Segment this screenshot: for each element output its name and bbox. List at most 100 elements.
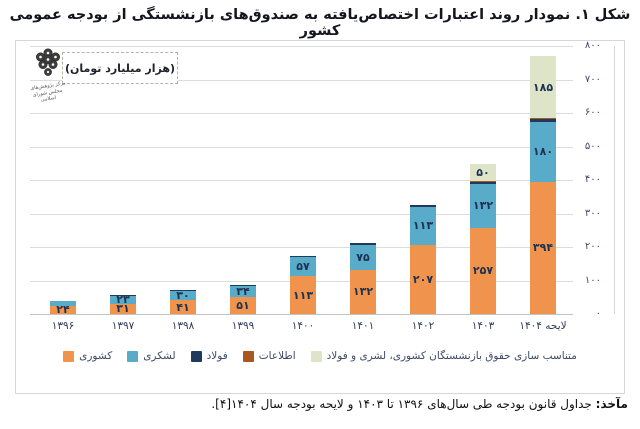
units-label-box: (هزار میلیارد تومان) bbox=[62, 52, 178, 84]
x-tick-label: ۱۳۹۹ bbox=[231, 320, 255, 332]
bar-segment bbox=[470, 181, 496, 184]
bar-segment: ۳۱ bbox=[110, 302, 136, 316]
gridline bbox=[30, 46, 573, 47]
legend-label: اطلاعات bbox=[258, 350, 296, 362]
bar-value-label: ۱۸۰ bbox=[532, 145, 554, 159]
units-label: (هزار میلیارد تومان) bbox=[64, 61, 176, 75]
gridline bbox=[30, 213, 573, 215]
plot-area: ۰ ۱۰۰ ۲۰۰ ۳۰۰ ۴۰۰ ۵۰۰ ۶۰۰ ۷۰۰ ۸۰۰ ۱۳۹۶ ۲۴ ۱۳۹۷ ۳۱ ۲۳ ۱… bbox=[16, 40, 624, 393]
legend-swatch bbox=[127, 350, 139, 362]
bar-value-label: ۵۷ bbox=[296, 260, 310, 274]
bar-value-label: ۲۵۷ bbox=[472, 264, 494, 278]
majlis-logo: مرکز پژوهش‌های مجلس شورای اسلامی bbox=[26, 48, 70, 106]
bar-value-label: ۱۱۳ bbox=[412, 219, 434, 233]
x-tick-label: ۱۳۹۷ bbox=[111, 320, 135, 332]
source-label: مآخذ: bbox=[595, 397, 628, 411]
bar-segment: ۲۴ bbox=[50, 303, 76, 317]
gridline bbox=[30, 180, 573, 181]
y-tick-label: ۸۰۰ bbox=[584, 40, 601, 51]
bar-segment: ۵۰ bbox=[470, 163, 496, 181]
bar-segment: ۳۹۴ bbox=[530, 182, 556, 314]
bar-segment bbox=[230, 284, 256, 286]
bar-segment bbox=[50, 300, 76, 306]
bar-value-label: ۳۱ bbox=[116, 302, 130, 316]
legend-swatch bbox=[242, 350, 254, 362]
y-tick-label: ۵۰۰ bbox=[584, 140, 601, 152]
bar-value-label: ۳۰ bbox=[176, 288, 190, 302]
bar-segment: ۱۳۲ bbox=[350, 269, 376, 314]
gridline bbox=[30, 79, 573, 81]
y-axis-line bbox=[614, 46, 615, 314]
y-tick-label: ۲۰۰ bbox=[584, 241, 601, 252]
bar-segment bbox=[290, 255, 316, 258]
gridline bbox=[30, 247, 573, 248]
legend-label: لشکری bbox=[143, 350, 176, 362]
legend-item: فولاد bbox=[190, 350, 228, 362]
bar-segment: ۱۳۲ bbox=[470, 183, 496, 228]
bar-value-label: ۲۴ bbox=[56, 303, 70, 317]
x-tick-label: ۱۴۰۰ bbox=[291, 320, 315, 332]
majlis-logo-icon bbox=[36, 48, 60, 76]
bar-value-label: ۵۰ bbox=[476, 165, 490, 179]
bar-value-label: ۵۱ bbox=[236, 298, 250, 312]
bar-segment: ۱۱۳ bbox=[410, 206, 436, 245]
bar-segment: ۲۵۷ bbox=[470, 227, 496, 314]
y-tick-label: ۳۰۰ bbox=[584, 207, 601, 219]
bar-value-label: ۳۴ bbox=[236, 284, 250, 298]
bar-segment bbox=[350, 242, 376, 245]
legend-swatch bbox=[190, 350, 202, 362]
x-tick-label: ۱۴۰۲ bbox=[411, 320, 435, 332]
bar-segment: ۴۱ bbox=[170, 300, 196, 314]
x-tick-label: ۱۴۰۳ bbox=[471, 320, 495, 332]
bar-segment bbox=[530, 118, 556, 120]
legend-swatch bbox=[310, 350, 322, 362]
gridline bbox=[30, 314, 573, 315]
bar-segment: ۱۱۳ bbox=[290, 276, 316, 314]
y-tick-label: ۷۰۰ bbox=[584, 73, 601, 85]
x-tick-label: ۱۳۹۶ bbox=[51, 320, 75, 332]
bar-value-label: ۲۳ bbox=[116, 293, 130, 307]
bar-segment bbox=[110, 295, 136, 296]
bar-segment: ۲۳ bbox=[110, 293, 136, 307]
bar-value-label: ۳۹۴ bbox=[532, 241, 554, 255]
y-tick-label: ۶۰۰ bbox=[584, 107, 601, 118]
bar-value-label: ۷۵ bbox=[356, 250, 370, 264]
bar-segment: ۱۸۰ bbox=[530, 121, 556, 182]
bar-value-label: ۱۳۲ bbox=[472, 199, 494, 213]
legend-item: کشوری bbox=[63, 350, 112, 362]
x-tick-label: ۱۴۰۱ bbox=[351, 320, 375, 332]
source-note: مآخذ: جداول قانون بودجه طی سال‌های ۱۳۹۶ … bbox=[211, 397, 628, 411]
bar-segment bbox=[170, 289, 196, 291]
legend-item: لشکری bbox=[127, 350, 176, 362]
legend-label: کشوری bbox=[79, 350, 113, 362]
figure-title: شکل ۱. نمودار روند اعتبارات اختصاص‌یافته… bbox=[9, 7, 631, 39]
x-tick-label: ۱۳۹۸ bbox=[171, 320, 195, 332]
bar-segment bbox=[410, 204, 436, 207]
bar-segment bbox=[470, 180, 496, 182]
source-text: جداول قانون بودجه طی سال‌های ۱۳۹۶ تا ۱۴۰… bbox=[211, 397, 596, 411]
bar-segment: ۵۷ bbox=[290, 257, 316, 277]
gridline bbox=[30, 113, 573, 114]
bar-value-label: ۱۱۳ bbox=[292, 288, 314, 302]
legend-item: اطلاعات bbox=[242, 350, 296, 362]
chart-legend: کشوری لشکری فولاد اطلاعات متناسب سازی حقوق ب… bbox=[16, 350, 624, 362]
bar-segment: ۲۰۷ bbox=[410, 244, 436, 314]
bar-value-label: ۲۰۷ bbox=[412, 272, 434, 286]
gridline bbox=[30, 146, 573, 148]
chart-area: ۰ ۱۰۰ ۲۰۰ ۳۰۰ ۴۰۰ ۵۰۰ ۶۰۰ ۷۰۰ ۸۰۰ ۱۳۹۶ ۲۴ ۱۳۹۷ ۳۱ ۲۳ ۱… bbox=[15, 40, 625, 394]
y-tick-label: ۰ bbox=[595, 308, 601, 319]
x-tick-label: لایحه ۱۴۰۴ bbox=[519, 320, 567, 332]
legend-label: متناسب سازی حقوق بازنشستگان کشوری، لشری … bbox=[326, 350, 577, 362]
legend-swatch bbox=[63, 350, 75, 362]
bar-segment: ۷۵ bbox=[350, 244, 376, 270]
legend-item: متناسب سازی حقوق بازنشستگان کشوری، لشری … bbox=[310, 350, 577, 362]
bar-segment: ۵۱ bbox=[230, 296, 256, 314]
y-tick-label: ۴۰۰ bbox=[584, 174, 601, 185]
bar-segment: ۳۰ bbox=[170, 288, 196, 302]
bar-segment: ۳۴ bbox=[230, 284, 256, 298]
bar-segment: ۱۸۵ bbox=[530, 56, 556, 119]
y-tick-label: ۱۰۰ bbox=[584, 274, 601, 286]
bar-value-label: ۴۱ bbox=[176, 300, 190, 314]
bar-value-label: ۱۸۵ bbox=[532, 80, 554, 94]
